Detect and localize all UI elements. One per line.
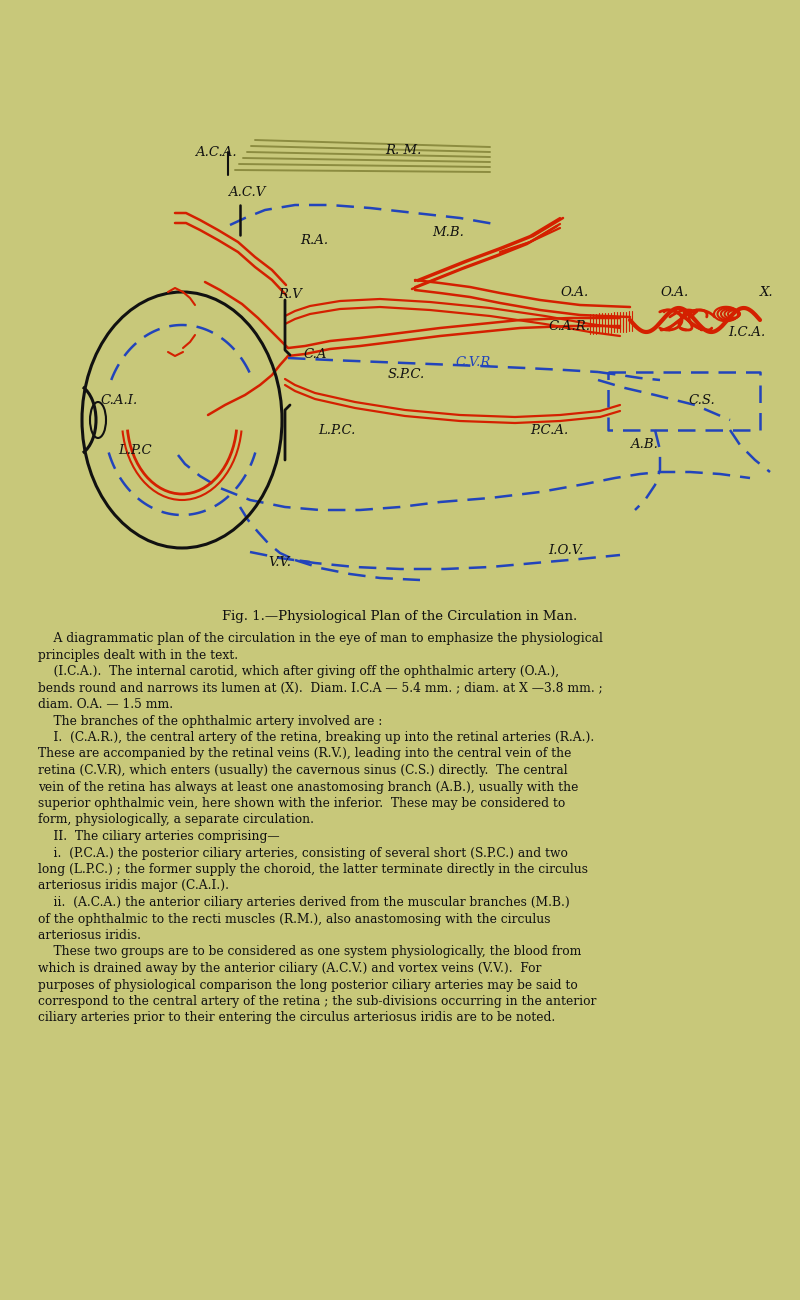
Text: C.S.: C.S. [688,394,714,407]
Text: X.: X. [760,286,774,299]
Text: A diagrammatic plan of the circulation in the eye of man to emphasize the physio: A diagrammatic plan of the circulation i… [38,632,603,645]
Text: The branches of the ophthalmic artery involved are :: The branches of the ophthalmic artery in… [38,715,382,728]
Text: which is drained away by the anterior ciliary (A.C.V.) and vortex veins (V.V.). : which is drained away by the anterior ci… [38,962,542,975]
Text: C.V.R: C.V.R [455,355,490,368]
Text: bends round and narrows its lumen at (X).  Diam. I.C.A — 5.4 mm. ; diam. at X —3: bends round and narrows its lumen at (X)… [38,681,602,694]
Text: R.V: R.V [278,289,302,302]
Text: arteriosus iridis.: arteriosus iridis. [38,930,141,942]
Text: long (L.P.C.) ; the former supply the choroid, the latter terminate directly in : long (L.P.C.) ; the former supply the ch… [38,863,588,876]
Text: A.C.V: A.C.V [228,186,266,199]
Text: i.  (P.C.A.) the posterior ciliary arteries, consisting of several short (S.P.C.: i. (P.C.A.) the posterior ciliary arteri… [38,846,568,859]
Text: O.A.: O.A. [660,286,688,299]
Text: These two groups are to be considered as one system physiologically, the blood f: These two groups are to be considered as… [38,945,582,958]
Text: R. M.: R. M. [385,143,422,156]
Text: principles dealt with in the text.: principles dealt with in the text. [38,649,238,662]
Text: II.  The ciliary arteries comprising—: II. The ciliary arteries comprising— [38,829,280,842]
Text: diam. O.A. — 1.5 mm.: diam. O.A. — 1.5 mm. [38,698,173,711]
Text: C.A.R.: C.A.R. [548,320,590,333]
Text: purposes of physiological comparison the long posterior ciliary arteries may be : purposes of physiological comparison the… [38,979,578,992]
Text: arteriosus iridis major (C.A.I.).: arteriosus iridis major (C.A.I.). [38,880,229,893]
Text: L.P.C.: L.P.C. [318,424,355,437]
Text: L.P.C: L.P.C [118,443,152,456]
Text: A.B.: A.B. [630,438,658,451]
Text: P.C.A.: P.C.A. [530,424,568,437]
Text: ciliary arteries prior to their entering the circulus arteriosus iridis are to b: ciliary arteries prior to their entering… [38,1011,555,1024]
Text: vein of the retina has always at least one anastomosing branch (A.B.), usually w: vein of the retina has always at least o… [38,780,578,793]
Text: S.P.C.: S.P.C. [388,368,426,381]
Text: V.V.: V.V. [268,555,291,568]
Text: form, physiologically, a separate circulation.: form, physiologically, a separate circul… [38,814,314,827]
Text: These are accompanied by the retinal veins (R.V.), leading into the central vein: These are accompanied by the retinal vei… [38,747,571,760]
Text: I.C.A.: I.C.A. [728,325,766,338]
Text: superior ophthalmic vein, here shown with the inferior.  These may be considered: superior ophthalmic vein, here shown wit… [38,797,566,810]
Text: M.B.: M.B. [432,225,464,238]
Text: A.C.A.: A.C.A. [195,146,237,159]
Text: I.O.V.: I.O.V. [548,543,583,556]
Text: (I.C.A.).  The internal carotid, which after giving off the ophthalmic artery (O: (I.C.A.). The internal carotid, which af… [38,666,559,679]
Text: I.  (C.A.R.), the central artery of the retina, breaking up into the retinal art: I. (C.A.R.), the central artery of the r… [38,731,594,744]
Text: C.A: C.A [303,348,326,361]
Text: ii.  (A.C.A.) the anterior ciliary arteries derived from the muscular branches (: ii. (A.C.A.) the anterior ciliary arteri… [38,896,570,909]
Text: O.A.: O.A. [560,286,588,299]
Text: retina (C.V.R), which enters (usually) the cavernous sinus (C.S.) directly.  The: retina (C.V.R), which enters (usually) t… [38,764,568,777]
Text: of the ophthalmic to the recti muscles (R.M.), also anastomosing with the circul: of the ophthalmic to the recti muscles (… [38,913,550,926]
Text: R.A.: R.A. [300,234,328,247]
Text: Fig. 1.—Physiological Plan of the Circulation in Man.: Fig. 1.—Physiological Plan of the Circul… [222,610,578,623]
Text: C.A.I.: C.A.I. [100,394,138,407]
Text: correspond to the central artery of the retina ; the sub-divisions occurring in : correspond to the central artery of the … [38,994,596,1008]
